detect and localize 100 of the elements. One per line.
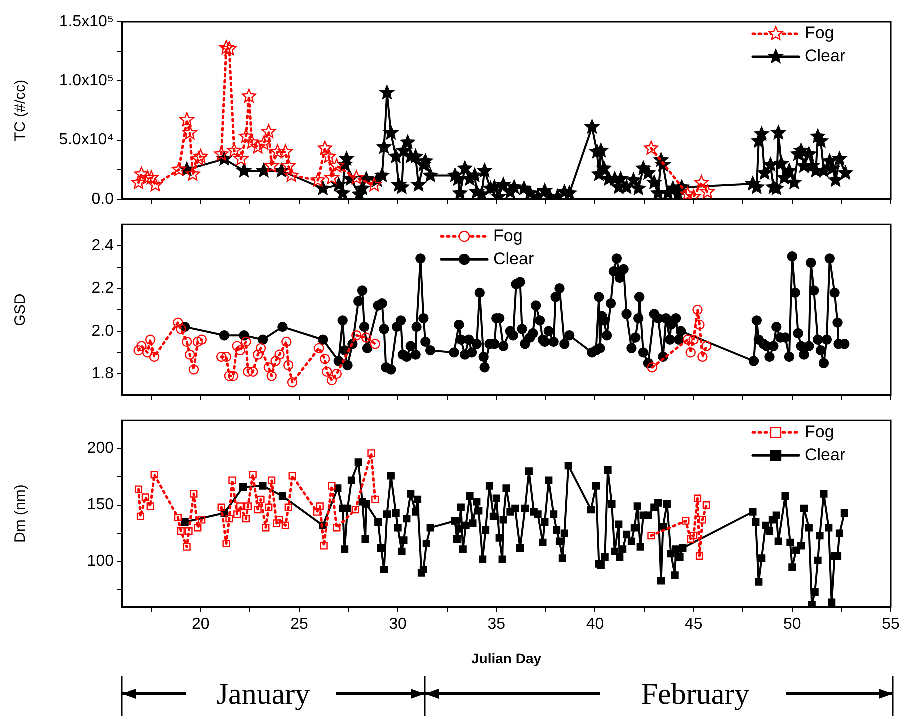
legend-label: Fog bbox=[805, 422, 834, 442]
point bbox=[264, 362, 274, 373]
point bbox=[322, 366, 332, 378]
point bbox=[214, 146, 229, 161]
point bbox=[694, 494, 702, 502]
point bbox=[173, 318, 184, 328]
point bbox=[148, 178, 163, 192]
point bbox=[242, 88, 256, 103]
point bbox=[314, 343, 324, 354]
point bbox=[184, 350, 196, 360]
point bbox=[224, 371, 235, 382]
point bbox=[177, 528, 185, 536]
point bbox=[370, 339, 380, 350]
point bbox=[349, 170, 364, 184]
point bbox=[192, 152, 206, 166]
y-tick-label: 1.5x10⁵ bbox=[59, 13, 114, 30]
point bbox=[680, 187, 696, 200]
y-tick-label: 150 bbox=[87, 496, 114, 514]
point bbox=[361, 332, 372, 343]
point bbox=[284, 168, 299, 182]
y-tick-label: 0.0 bbox=[92, 190, 114, 208]
point bbox=[284, 504, 292, 512]
point bbox=[172, 162, 186, 176]
point bbox=[186, 166, 200, 181]
point bbox=[234, 152, 249, 166]
point bbox=[282, 522, 290, 530]
point bbox=[243, 366, 254, 378]
x-tick-label: 25 bbox=[290, 616, 308, 634]
point bbox=[326, 375, 338, 386]
legend-label: Clear bbox=[805, 46, 846, 66]
point bbox=[682, 517, 690, 525]
point bbox=[264, 158, 280, 173]
point bbox=[136, 341, 147, 352]
x-tick-label: 30 bbox=[389, 616, 408, 634]
point bbox=[702, 502, 710, 510]
point bbox=[352, 506, 360, 514]
point bbox=[180, 112, 194, 126]
point bbox=[182, 336, 192, 348]
point bbox=[185, 528, 193, 536]
point bbox=[134, 345, 144, 356]
point bbox=[227, 143, 242, 158]
point bbox=[644, 140, 659, 155]
x-tick-label: 20 bbox=[192, 616, 210, 634]
point bbox=[183, 543, 191, 551]
x-tick-label: 45 bbox=[684, 616, 703, 634]
point bbox=[174, 514, 182, 522]
y-tick-label: 2.0 bbox=[92, 322, 114, 340]
point bbox=[648, 532, 656, 540]
point bbox=[218, 504, 226, 512]
point bbox=[256, 343, 266, 354]
point bbox=[144, 170, 159, 184]
y-axis-title: Dm (nm) bbox=[12, 484, 30, 543]
point bbox=[188, 364, 200, 375]
point bbox=[146, 502, 154, 510]
point bbox=[236, 502, 244, 510]
point bbox=[274, 350, 285, 360]
legend-label: Fog bbox=[494, 226, 523, 246]
point bbox=[276, 516, 284, 524]
point bbox=[198, 516, 206, 524]
legend-label: Clear bbox=[805, 445, 846, 464]
point bbox=[270, 356, 281, 366]
point bbox=[313, 508, 321, 516]
point bbox=[270, 144, 286, 158]
point bbox=[238, 129, 254, 143]
point bbox=[273, 520, 281, 528]
point bbox=[194, 149, 208, 164]
point bbox=[287, 377, 298, 388]
point bbox=[140, 170, 155, 184]
y-tick-label: 1.8 bbox=[92, 365, 114, 382]
point bbox=[700, 184, 715, 199]
point bbox=[692, 304, 703, 316]
point bbox=[268, 476, 276, 484]
y-tick-label: 2.2 bbox=[92, 280, 114, 298]
point bbox=[222, 42, 237, 56]
point bbox=[242, 515, 250, 523]
x-tick-label: 50 bbox=[784, 616, 802, 634]
point bbox=[235, 345, 246, 356]
point bbox=[241, 336, 252, 348]
point bbox=[281, 158, 296, 173]
point bbox=[333, 524, 341, 532]
point bbox=[328, 482, 336, 490]
point bbox=[149, 352, 160, 362]
point bbox=[232, 341, 242, 352]
point bbox=[310, 172, 326, 187]
point bbox=[136, 512, 145, 520]
point bbox=[288, 472, 296, 480]
point bbox=[687, 535, 695, 543]
point bbox=[282, 336, 292, 348]
point bbox=[694, 175, 709, 190]
point bbox=[686, 348, 696, 358]
point bbox=[142, 494, 150, 502]
point bbox=[132, 175, 146, 190]
point bbox=[316, 502, 324, 510]
x-axis-title: Julian Day bbox=[471, 650, 542, 666]
point bbox=[318, 140, 332, 155]
point bbox=[248, 366, 258, 378]
point bbox=[182, 126, 198, 140]
legend-label: Clear bbox=[494, 249, 534, 268]
y-tick-label: 100 bbox=[87, 553, 114, 570]
point bbox=[696, 552, 704, 560]
